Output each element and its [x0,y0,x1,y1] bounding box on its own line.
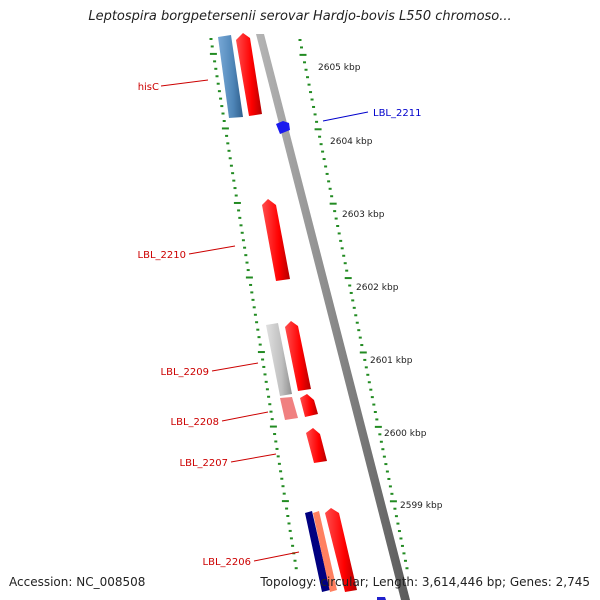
gene-label-LBL_2211[interactable]: LBL_2211 [373,108,421,119]
gene-LBL_2207[interactable] [306,428,327,463]
gene-label-LBL_2210[interactable]: LBL_2210 [138,250,186,261]
callout-lines [160,79,369,562]
gene-LBL_2210[interactable] [262,199,290,281]
outer-tick-ring [298,39,409,570]
gene-label-LBL_2207[interactable]: LBL_2207 [180,458,228,469]
gene-LBL_2206-salmon[interactable] [313,511,337,592]
scale-label: 2602 kbp [356,283,399,293]
gene-LBL_2206-navy[interactable] [305,511,330,592]
gene-label-LBL_2208[interactable]: LBL_2208 [171,417,219,428]
gene-LBL_2208-forward[interactable] [300,394,318,417]
gene-labels: hisC LBL_2211 LBL_2210 LBL_2209 LBL_2208… [138,82,422,568]
scale-label: 2604 kbp [330,137,373,147]
scale-label: 2601 kbp [370,356,413,366]
accession-text: Accession: NC_008508 [9,575,146,589]
gene-hisC-reverse[interactable] [218,35,243,118]
scale-label: 2599 kbp [400,501,443,511]
gene-label-LBL_2209[interactable]: LBL_2209 [161,367,209,378]
genes [218,33,386,600]
gene-LBL_2209-grey[interactable] [266,323,292,396]
scale-labels: 2605 kbp 2604 kbp 2603 kbp 2602 kbp 2601… [318,63,443,511]
gene-label-hisC[interactable]: hisC [138,82,159,93]
scale-label: 2605 kbp [318,63,361,73]
gene-LBL_2206-forward[interactable] [325,508,357,592]
gene-LBL_2209-forward[interactable] [285,321,311,391]
gene-fragment [377,597,386,600]
gene-LBL_2211[interactable] [276,121,290,134]
map-title: Leptospira borgpetersenii serovar Hardjo… [88,9,512,24]
backbone [256,34,410,600]
scale-label: 2600 kbp [384,429,427,439]
gene-label-LBL_2206[interactable]: LBL_2206 [203,557,251,568]
inner-tick-ring [209,38,298,570]
scale-label: 2603 kbp [342,210,385,220]
topology-stats-text: Topology: circular; Length: 3,614,446 bp… [260,575,590,589]
gene-LBL_2208-light[interactable] [280,397,298,420]
gene-hisC-forward[interactable] [236,33,262,116]
